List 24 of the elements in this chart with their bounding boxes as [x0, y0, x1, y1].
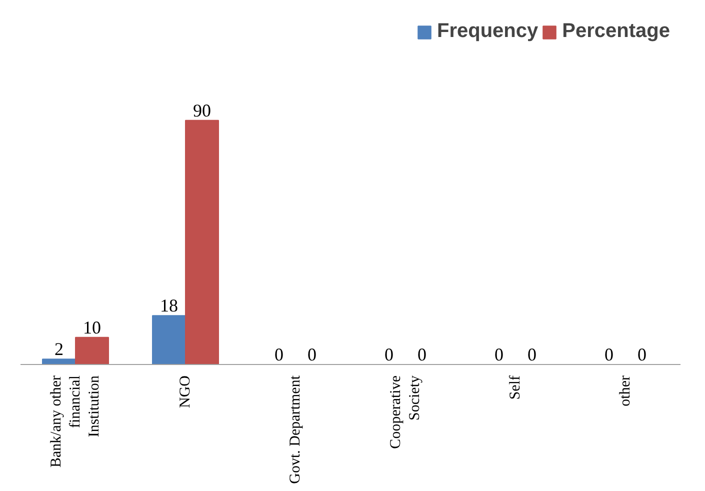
- x-tick-label: Bank/any other financial Institution: [48, 375, 103, 468]
- data-label: 0: [418, 344, 426, 364]
- data-label: 10: [83, 317, 101, 338]
- data-label: 0: [274, 344, 284, 364]
- data-label: 0: [638, 344, 646, 364]
- x-tick-label: Govt. Department: [288, 374, 304, 484]
- data-label: 90: [193, 100, 211, 120]
- data-label: 0: [384, 344, 394, 364]
- data-label: 0: [604, 344, 614, 364]
- x-tick-label: Cooperative Society: [388, 375, 424, 449]
- legend-label: Percentage: [562, 20, 670, 43]
- data-label: 0: [308, 344, 316, 364]
- data-label: 2: [54, 339, 64, 360]
- data-label: 0: [494, 344, 504, 364]
- bar: [42, 358, 76, 364]
- legend-label: Frequency: [437, 20, 538, 43]
- bar: [185, 120, 219, 364]
- x-tick-label: NGO: [178, 375, 194, 408]
- data-label: 0: [528, 344, 536, 364]
- bar: [152, 315, 186, 364]
- x-tick-label: Self: [508, 375, 524, 400]
- x-tick-label: other: [618, 375, 634, 406]
- bar: [75, 336, 109, 364]
- data-label: 18: [160, 296, 178, 316]
